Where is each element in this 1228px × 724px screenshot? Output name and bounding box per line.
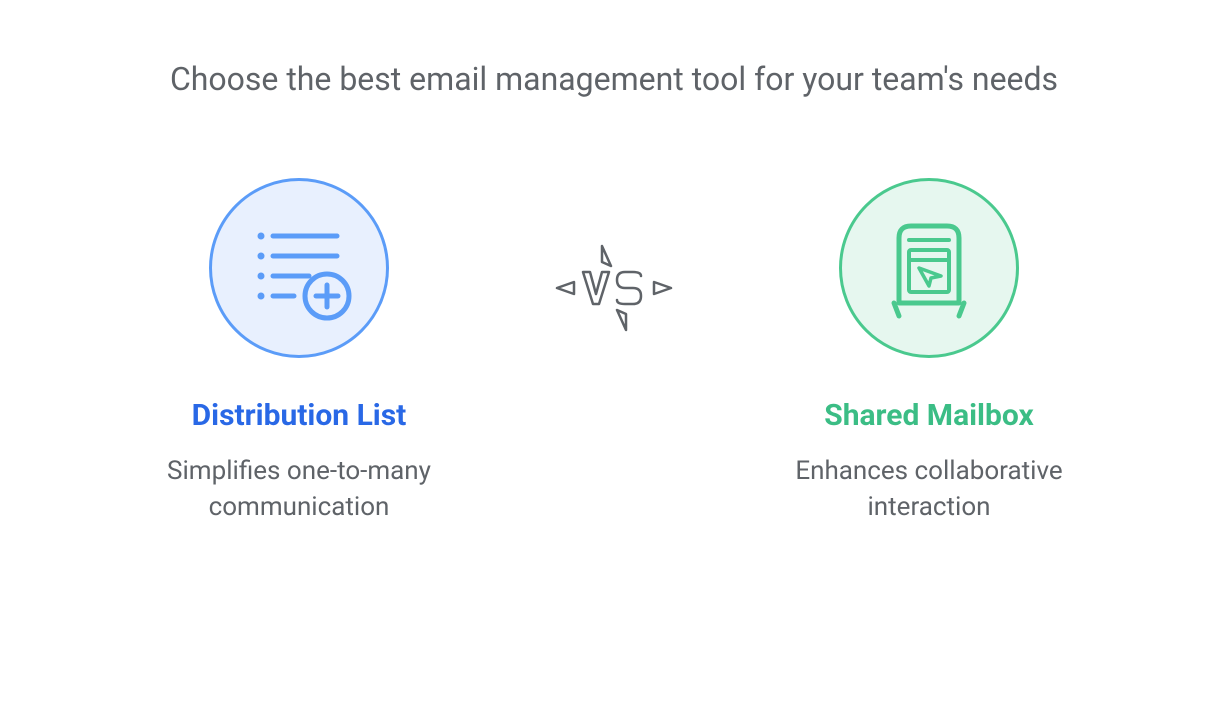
mailbox-icon <box>869 208 989 328</box>
right-option-title: Shared Mailbox <box>824 398 1034 433</box>
left-option-description: Simplifies one-to-many communication <box>109 453 489 526</box>
left-option-title: Distribution List <box>192 398 407 433</box>
right-option-description: Enhances collaborative interaction <box>739 453 1119 526</box>
shared-mailbox-icon-circle <box>839 178 1019 358</box>
left-option: Distribution List Simplifies one-to-many… <box>109 178 489 526</box>
headline: Choose the best email management tool fo… <box>170 60 1058 98</box>
distribution-list-icon-circle <box>209 178 389 358</box>
comparison-container: Distribution List Simplifies one-to-many… <box>0 178 1228 526</box>
vs-icon <box>549 238 679 338</box>
right-option: Shared Mailbox Enhances collaborative in… <box>739 178 1119 526</box>
list-plus-icon <box>239 208 359 328</box>
vs-badge <box>549 238 679 338</box>
